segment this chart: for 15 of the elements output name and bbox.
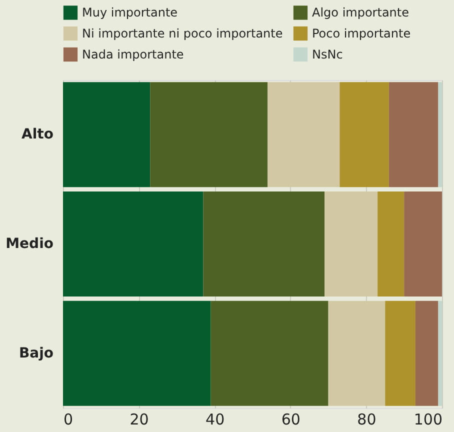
legend-label: Ni importante ni poco importante	[82, 26, 283, 40]
legend-label: Nada importante	[82, 48, 184, 62]
x-tick-label: 0	[64, 410, 74, 428]
x-tick-label: 20	[130, 410, 149, 428]
x-tick-label: 40	[206, 410, 225, 428]
y-tick-label: Alto	[22, 126, 54, 143]
x-tick-label: 60	[281, 410, 300, 428]
legend-label: NsNc	[312, 48, 343, 62]
legend-label: Algo importante	[312, 6, 409, 20]
y-tick-label: Bajo	[18, 345, 54, 362]
x-tick-label: 100	[414, 410, 442, 428]
y-tick-label: Medio	[6, 236, 54, 252]
legend-label: Muy importante	[82, 6, 178, 20]
legend-label: Poco importante	[312, 26, 411, 40]
x-tick-label: 80	[357, 410, 376, 428]
